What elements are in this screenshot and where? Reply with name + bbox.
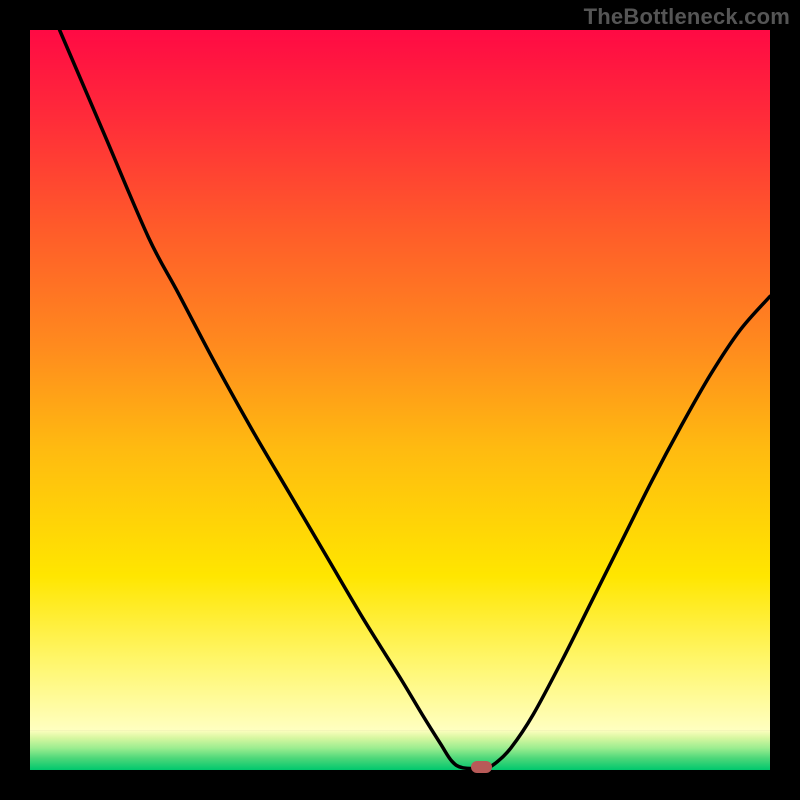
- watermark-text: TheBottleneck.com: [584, 4, 790, 30]
- bottleneck-curve: [30, 30, 770, 770]
- plot-area: [30, 30, 770, 770]
- chart-frame: TheBottleneck.com: [0, 0, 800, 800]
- optimal-marker: [471, 761, 492, 773]
